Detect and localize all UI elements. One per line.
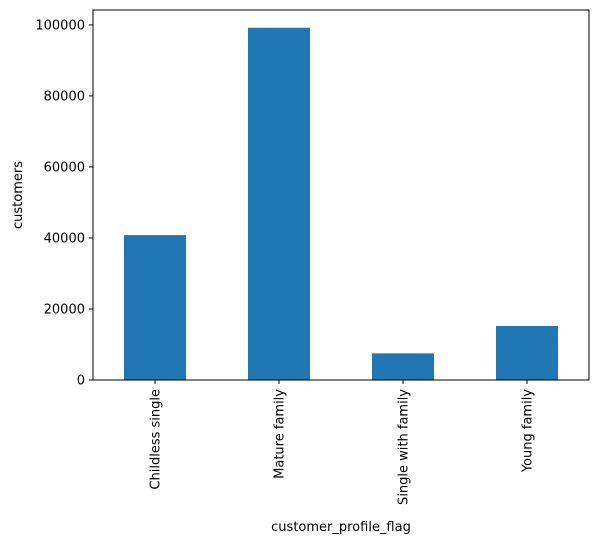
y-axis-ticks: 0 20000 40000 60000 80000 100000: [35, 18, 93, 389]
bars-group: [124, 27, 558, 380]
y-tick-label: 20000: [44, 302, 85, 317]
plot-frame: [92, 9, 590, 381]
y-tick-label: 60000: [44, 160, 85, 175]
x-axis-title: customer_profile_flag: [271, 520, 411, 535]
y-tick-label: 100000: [35, 18, 85, 33]
bar-childless-single: [124, 235, 186, 380]
x-tick-label: Single with family: [397, 389, 412, 505]
x-axis-ticks: Childless single Mature family Single with…: [149, 380, 536, 505]
bar-young-family: [496, 326, 558, 380]
bar-mature-family: [248, 27, 310, 380]
x-tick-label: Young family: [521, 389, 536, 473]
y-tick-label: 80000: [44, 89, 85, 104]
y-tick-label: 40000: [44, 231, 85, 246]
x-tick-label: Mature family: [273, 389, 288, 479]
x-tick-label: Childless single: [149, 389, 164, 490]
bar-single-with-family: [372, 353, 434, 380]
y-axis-title: customers: [11, 161, 26, 229]
y-tick-label: 0: [77, 374, 85, 389]
